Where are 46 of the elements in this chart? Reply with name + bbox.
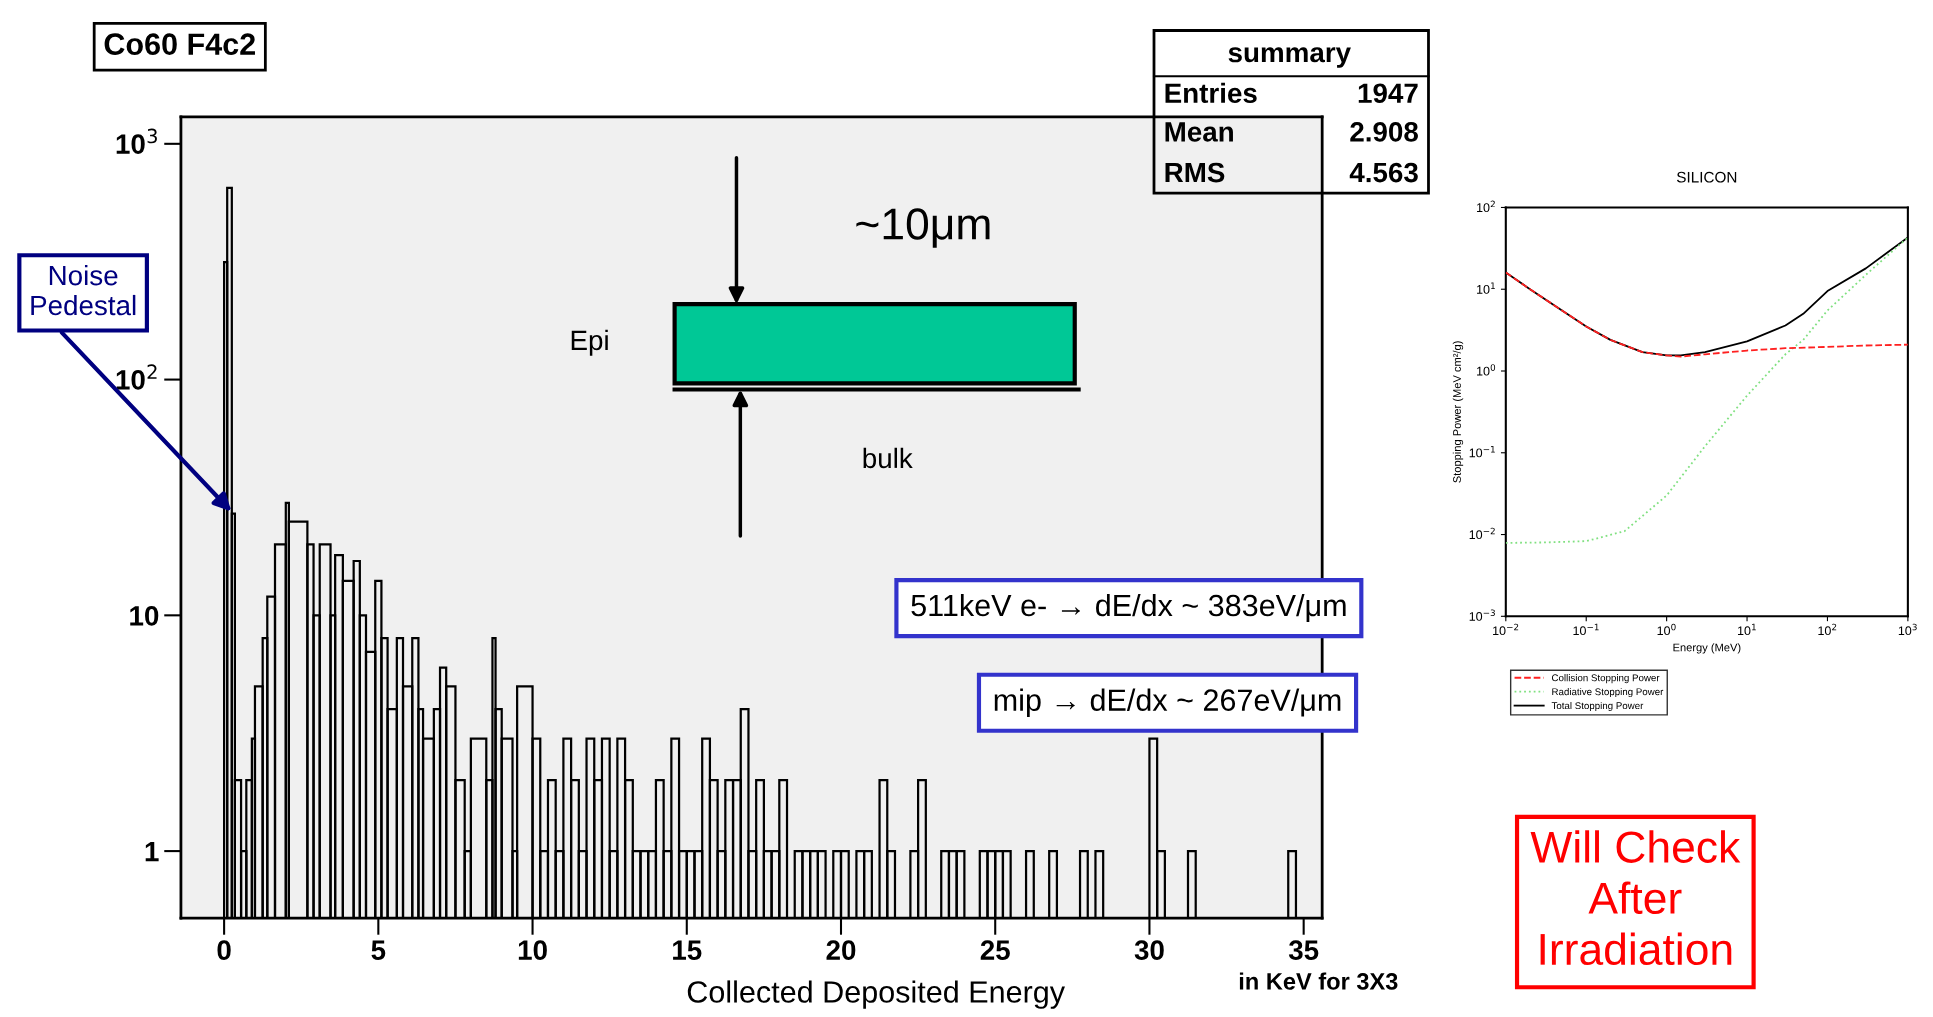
annotation: mip → dE/dx ~ 267eV/μm <box>994 688 1341 717</box>
y-tick-label: 10$^{−2}$ <box>1469 527 1495 540</box>
annotation: RMS <box>1165 162 1225 183</box>
chart-title: SILICON <box>1676 171 1737 183</box>
x-tick-label: 5 <box>371 940 386 960</box>
y-tick-label: 10$^{0}$ <box>1477 364 1496 376</box>
x-axis-title: Energy (MeV) <box>1673 643 1741 654</box>
text: 4.563 <box>1349 162 1418 183</box>
y-tick-label: 1 <box>145 842 159 862</box>
y-axis-title: Stopping Power (MeV cm²/g) <box>1452 341 1464 483</box>
legend-label: Collision Stopping Power <box>1552 674 1660 684</box>
x-tick-label: 30 <box>1134 940 1164 961</box>
x-tick-label: 10$^{0}$ <box>1657 623 1676 636</box>
x-tick-label: 25 <box>980 940 1010 960</box>
y-tick-label: 10$^{−3}$ <box>1469 609 1495 621</box>
x-tick-label: 0 <box>217 940 231 960</box>
x-tick-label: 10 <box>518 940 547 960</box>
text: Entries <box>1165 82 1257 104</box>
text: Will Check After Irradiation <box>1530 830 1741 966</box>
text: in KeV for 3X3 <box>1239 972 1398 990</box>
x-tick-label: 10$^{−1}$ <box>1573 623 1599 636</box>
x-tick-label: 10$^{3}$ <box>1898 623 1917 636</box>
legend-label: Radiative Stopping Power <box>1552 688 1664 698</box>
y-tick-label: 10$^{−1}$ <box>1469 446 1495 458</box>
text: summary <box>1228 47 1351 68</box>
text: 2.908 <box>1350 122 1418 142</box>
x-tick-label: 35 <box>1288 940 1319 961</box>
x-tick-label: 10$^{2}$ <box>1818 623 1837 636</box>
annotation: ~10μm <box>856 208 990 248</box>
text: 1947 <box>1358 83 1418 104</box>
y-tick-label: 10$^{3}$ <box>116 128 157 154</box>
annotation: bulk <box>863 447 913 469</box>
annotation: Mean <box>1165 122 1233 142</box>
y-tick-label: 10$^{1}$ <box>1477 282 1495 294</box>
x-tick-label: 20 <box>826 940 856 960</box>
x-tick-label: 10$^{1}$ <box>1738 623 1756 636</box>
annotation: Epi <box>571 329 608 356</box>
annotation: Noise Pedestal <box>31 264 136 316</box>
annotation: 511keV e- → dE/dx ~ 383eV/μm <box>911 593 1346 622</box>
x-axis-title: Collected Deposited Energy <box>687 980 1065 1009</box>
x-tick-label: 15 <box>673 940 702 960</box>
legend-label: Total Stopping Power <box>1551 701 1644 712</box>
chart-title: Co60 F4c2 <box>104 33 255 55</box>
x-tick-label: 10$^{−2}$ <box>1493 623 1519 636</box>
y-tick-label: 10$^{2}$ <box>1477 200 1495 213</box>
y-tick-label: 10$^{2}$ <box>116 364 157 390</box>
